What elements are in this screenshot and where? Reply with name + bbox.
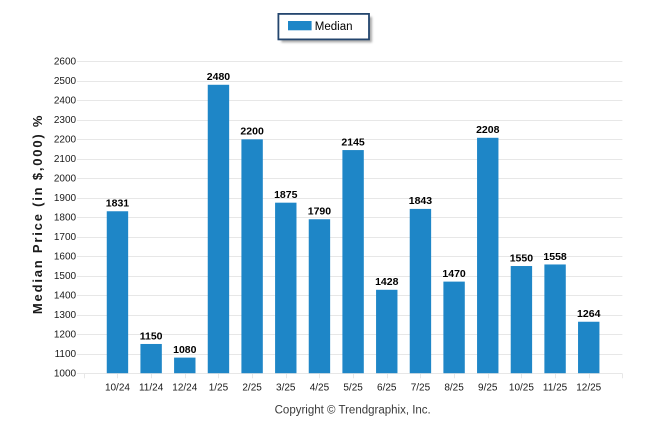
svg-text:1264: 1264 bbox=[577, 308, 601, 320]
svg-text:2100: 2100 bbox=[54, 154, 77, 165]
svg-text:1875: 1875 bbox=[274, 189, 298, 201]
svg-text:5/25: 5/25 bbox=[343, 382, 363, 393]
svg-text:1600: 1600 bbox=[54, 251, 77, 262]
svg-text:1200: 1200 bbox=[54, 329, 77, 340]
svg-text:1550: 1550 bbox=[510, 252, 534, 264]
svg-text:Median Price (in $,000) %: Median Price (in $,000) % bbox=[30, 114, 45, 314]
svg-text:10/25: 10/25 bbox=[509, 382, 534, 393]
svg-text:3/25: 3/25 bbox=[276, 382, 296, 393]
svg-text:Median: Median bbox=[315, 21, 353, 33]
svg-text:2200: 2200 bbox=[240, 126, 264, 138]
svg-text:12/24: 12/24 bbox=[172, 382, 197, 393]
svg-text:1428: 1428 bbox=[375, 276, 399, 288]
svg-text:11/24: 11/24 bbox=[139, 382, 164, 393]
svg-text:2480: 2480 bbox=[207, 71, 231, 83]
svg-text:1558: 1558 bbox=[543, 251, 567, 263]
svg-text:Copyright © Trendgraphix, Inc.: Copyright © Trendgraphix, Inc. bbox=[275, 405, 431, 417]
svg-text:1790: 1790 bbox=[308, 206, 332, 218]
svg-text:2/25: 2/25 bbox=[242, 382, 262, 393]
svg-text:1/25: 1/25 bbox=[209, 382, 229, 393]
svg-text:1831: 1831 bbox=[106, 198, 130, 210]
svg-text:1800: 1800 bbox=[54, 213, 77, 224]
svg-text:2600: 2600 bbox=[54, 57, 77, 68]
svg-text:1150: 1150 bbox=[140, 330, 163, 342]
svg-text:1000: 1000 bbox=[54, 368, 77, 379]
svg-text:1500: 1500 bbox=[54, 271, 77, 282]
svg-text:8/25: 8/25 bbox=[444, 382, 464, 393]
svg-text:2145: 2145 bbox=[341, 136, 365, 148]
svg-text:7/25: 7/25 bbox=[411, 382, 431, 393]
svg-text:1400: 1400 bbox=[54, 290, 77, 301]
svg-text:1843: 1843 bbox=[409, 195, 433, 207]
svg-text:2000: 2000 bbox=[54, 174, 77, 185]
svg-text:2400: 2400 bbox=[54, 96, 77, 107]
svg-text:1300: 1300 bbox=[54, 310, 77, 321]
svg-text:1470: 1470 bbox=[442, 268, 466, 280]
svg-text:2500: 2500 bbox=[54, 76, 77, 87]
svg-text:1100: 1100 bbox=[55, 349, 77, 360]
svg-text:6/25: 6/25 bbox=[377, 382, 397, 393]
svg-text:2300: 2300 bbox=[54, 115, 77, 126]
svg-text:1900: 1900 bbox=[54, 193, 77, 204]
svg-text:10/24: 10/24 bbox=[105, 382, 130, 393]
svg-text:1700: 1700 bbox=[54, 232, 77, 243]
svg-text:12/25: 12/25 bbox=[576, 382, 601, 393]
svg-text:2200: 2200 bbox=[54, 135, 77, 146]
svg-text:11/25: 11/25 bbox=[543, 382, 568, 393]
svg-text:4/25: 4/25 bbox=[310, 382, 330, 393]
svg-text:1080: 1080 bbox=[173, 344, 197, 356]
svg-text:2208: 2208 bbox=[476, 124, 500, 136]
svg-text:9/25: 9/25 bbox=[478, 382, 498, 393]
